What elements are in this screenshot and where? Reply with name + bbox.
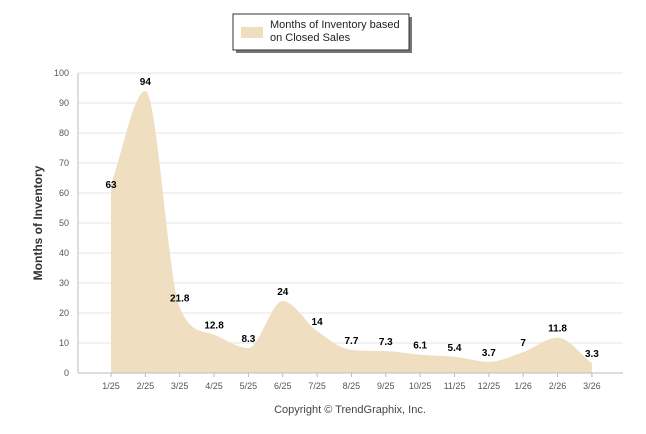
data-label: 14 [312, 317, 324, 328]
axes [77, 73, 623, 377]
y-tick-label: 20 [59, 308, 69, 318]
y-tick-label: 100 [54, 68, 69, 78]
copyright-footer: Copyright © TrendGraphix, Inc. [274, 404, 426, 416]
y-tick-labels: 0 10 20 30 40 50 60 70 80 90 100 [54, 68, 69, 378]
data-label: 6.1 [413, 341, 427, 352]
data-label: 94 [140, 77, 152, 88]
x-tick-label: 4/25 [205, 381, 223, 391]
x-tick-label: 1/26 [514, 381, 532, 391]
data-label: 7 [520, 338, 526, 349]
x-tick-label: 7/25 [308, 381, 326, 391]
y-tick-label: 70 [59, 158, 69, 168]
x-tick-label: 3/25 [171, 381, 189, 391]
data-label: 3.3 [585, 349, 599, 360]
data-label: 12.8 [204, 321, 224, 332]
x-tick-label: 6/25 [274, 381, 292, 391]
x-tick-label: 9/25 [377, 381, 395, 391]
x-tick-label: 11/25 [444, 381, 466, 391]
y-tick-label: 10 [59, 338, 69, 348]
y-tick-label: 50 [59, 218, 69, 228]
data-label: 11.8 [548, 324, 567, 335]
y-tick-label: 90 [59, 98, 69, 108]
data-labels: 63 94 21.8 12.8 8.3 24 14 7.7 7.3 6.1 5.4 3.7 7 11.8 3… [105, 77, 599, 360]
series-area [111, 91, 592, 373]
x-tick-label: 8/25 [343, 381, 361, 391]
y-axis-label: Months of Inventory [31, 165, 45, 280]
data-label: 3.7 [482, 348, 496, 359]
y-tick-label: 0 [64, 368, 69, 378]
x-tick-label: 2/26 [549, 381, 567, 391]
legend[interactable]: Months of Inventory based on Closed Sale… [232, 13, 412, 53]
y-tick-label: 30 [59, 278, 69, 288]
legend-label-line-2: on Closed Sales [270, 32, 351, 44]
y-tick-label: 80 [59, 128, 69, 138]
x-tick-label: 5/25 [240, 381, 258, 391]
x-tick-label: 1/25 [102, 381, 120, 391]
data-label: 63 [105, 180, 117, 191]
data-label: 7.3 [379, 337, 393, 348]
data-label: 7.7 [344, 336, 358, 347]
y-tick-label: 60 [59, 188, 69, 198]
data-label: 5.4 [448, 343, 462, 354]
x-tick-label: 10/25 [409, 381, 432, 391]
y-tick-label: 40 [59, 248, 69, 258]
x-tick-label: 2/25 [137, 381, 155, 391]
data-label: 8.3 [241, 334, 255, 345]
legend-label-line-1: Months of Inventory based [270, 19, 400, 31]
x-tick-label: 3/26 [583, 381, 601, 391]
x-tick-labels: 1/25 2/25 3/25 4/25 5/25 6/25 7/25 8/25 9/25 10/2… [102, 381, 600, 391]
data-label: 24 [277, 287, 289, 298]
data-label: 21.8 [170, 294, 190, 305]
legend-swatch [241, 27, 263, 38]
x-tick-label: 12/25 [478, 381, 501, 391]
